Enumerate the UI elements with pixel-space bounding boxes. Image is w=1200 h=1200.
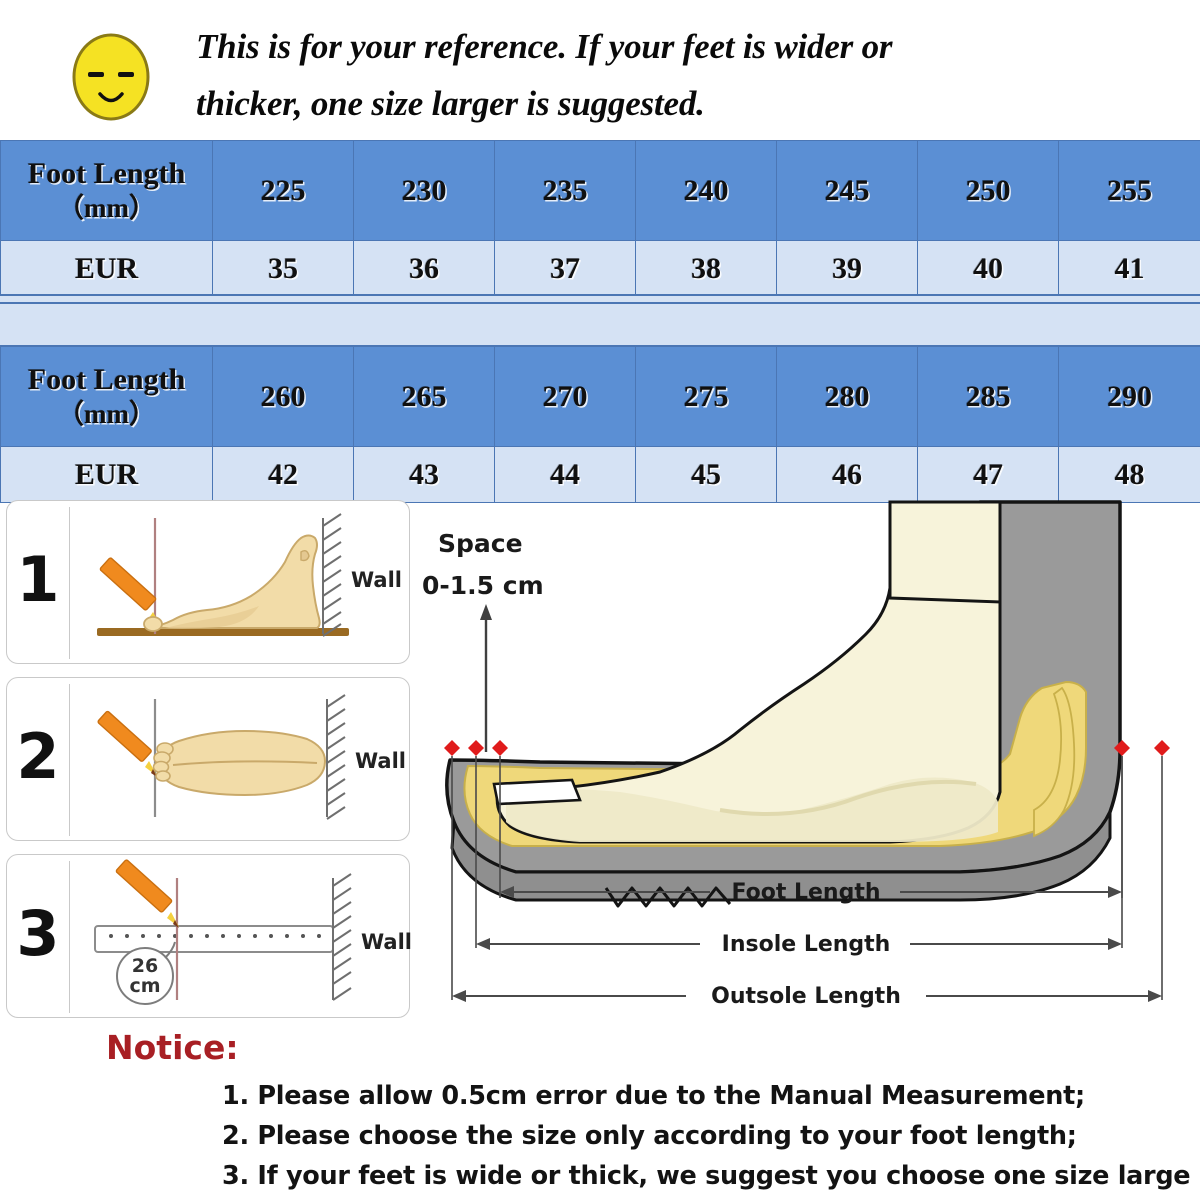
svg-text:Insole Length: Insole Length: [722, 932, 891, 957]
cell-eur-0: 35: [212, 240, 354, 297]
cell-eur-3: 45: [635, 446, 777, 503]
cell-eur-6: 41: [1058, 240, 1200, 297]
step-divider: [69, 861, 70, 1013]
cell-mm-0: 260: [212, 346, 354, 447]
table-row-foot-length-2: Foot Length （mm） 260 265 270 275 280 285…: [0, 346, 1200, 447]
row-label-foot-length-1: Foot Length （mm）: [0, 140, 213, 241]
step-1-illustration: Wall: [69, 500, 409, 664]
spacer-rule: [0, 302, 1200, 304]
pencil-icon: [115, 859, 179, 928]
row-label-eur-2: EUR: [0, 446, 213, 503]
wall-label-1: Wall: [351, 568, 402, 592]
cell-eur-2: 37: [494, 240, 636, 297]
cell-eur-4: 39: [776, 240, 918, 297]
table-spacer-band: [0, 294, 1200, 346]
cell-eur-6: 48: [1058, 446, 1200, 503]
cell-mm-0: 225: [212, 140, 354, 241]
svg-text:0-1.5 cm: 0-1.5 cm: [422, 571, 544, 600]
banner-line-2: thicker, one size larger is suggested.: [196, 84, 705, 123]
reference-banner: This is for your reference. If your feet…: [0, 0, 1200, 140]
step-number-3: 3: [16, 897, 60, 970]
svg-text:Outsole Length: Outsole Length: [711, 984, 901, 1009]
cell-mm-3: 275: [635, 346, 777, 447]
wall-label-2: Wall: [355, 749, 406, 773]
table-row-eur-1: EUR 35 36 37 38 39 40 41: [0, 240, 1200, 297]
row-label-text: Foot Length: [27, 362, 186, 396]
measurement-steps: 1: [6, 500, 416, 1018]
pencil-icon: [97, 710, 157, 777]
cell-mm-1: 265: [353, 346, 495, 447]
banner-line-1: This is for your reference. If your feet…: [196, 27, 893, 66]
cell-mm-4: 245: [776, 140, 918, 241]
cell-mm-2: 270: [494, 346, 636, 447]
table-row-foot-length-1: Foot Length （mm） 225 230 235 240 245 250…: [0, 140, 1200, 241]
dimension-foot-length: Foot Length: [500, 880, 1122, 905]
row-label-text: Foot Length: [27, 156, 186, 190]
banner-text: This is for your reference. If your feet…: [196, 18, 1096, 132]
size-table-2: Foot Length （mm） 260 265 270 275 280 285…: [0, 346, 1200, 503]
row-label-unit: （mm）: [57, 192, 156, 223]
row-label-foot-length-2: Foot Length （mm）: [0, 346, 213, 447]
step-3-illustration: 26 cm Wall: [69, 854, 412, 1018]
ruler-value-number: 26: [132, 955, 158, 977]
notice-item-2: 2. Please choose the size only according…: [222, 1121, 1077, 1151]
wall-label-3: Wall: [361, 930, 412, 954]
size-table-1: Foot Length （mm） 225 230 235 240 245 250…: [0, 140, 1200, 297]
ruler-value-unit: cm: [129, 975, 160, 997]
cell-mm-6: 255: [1058, 140, 1200, 241]
step-box-3: 3: [6, 854, 412, 1018]
table-row-eur-2: EUR 42 43 44 45 46 47 48: [0, 446, 1200, 503]
dimension-outsole-length: Outsole Length: [452, 984, 1162, 1009]
cell-eur-2: 44: [494, 446, 636, 503]
step-divider: [69, 507, 70, 659]
step-divider: [69, 684, 70, 836]
svg-text:Foot Length: Foot Length: [731, 880, 880, 905]
shoe-cross-section-diagram: Space 0-1.5 cm: [420, 492, 1200, 1022]
cell-mm-3: 240: [635, 140, 777, 241]
smiley-face-icon: [72, 33, 150, 121]
cell-eur-3: 38: [635, 240, 777, 297]
cell-mm-6: 290: [1058, 346, 1200, 447]
cell-eur-1: 36: [353, 240, 495, 297]
notice-title: Notice:: [106, 1028, 239, 1067]
step-number-2: 2: [16, 720, 60, 793]
cell-mm-1: 230: [353, 140, 495, 241]
cell-mm-2: 235: [494, 140, 636, 241]
notice-list: 1. Please allow 0.5cm error due to the M…: [222, 1076, 1192, 1196]
measurement-marker-dots: [444, 740, 1170, 756]
cell-eur-5: 40: [917, 240, 1059, 297]
step-box-1: 1: [6, 500, 410, 664]
row-label-unit: （mm）: [57, 398, 156, 429]
step-box-2: 2: [6, 677, 410, 841]
notice-item-3: 3. If your feet is wide or thick, we sug…: [222, 1161, 1191, 1191]
cell-mm-4: 280: [776, 346, 918, 447]
notice-item-1: 1. Please allow 0.5cm error due to the M…: [222, 1081, 1085, 1111]
notice-section: Notice: 1. Please allow 0.5cm error due …: [0, 1028, 1200, 1200]
cell-eur-0: 42: [212, 446, 354, 503]
cell-eur-5: 47: [917, 446, 1059, 503]
space-label-line-1: Space: [438, 529, 523, 558]
dimension-insole-length: Insole Length: [476, 932, 1122, 957]
cell-mm-5: 285: [917, 346, 1059, 447]
row-label-eur-1: EUR: [0, 240, 213, 297]
step-number-1: 1: [16, 543, 60, 616]
cell-eur-1: 43: [353, 446, 495, 503]
cell-eur-4: 46: [776, 446, 918, 503]
step-2-illustration: Wall: [69, 677, 409, 841]
cell-mm-5: 250: [917, 140, 1059, 241]
